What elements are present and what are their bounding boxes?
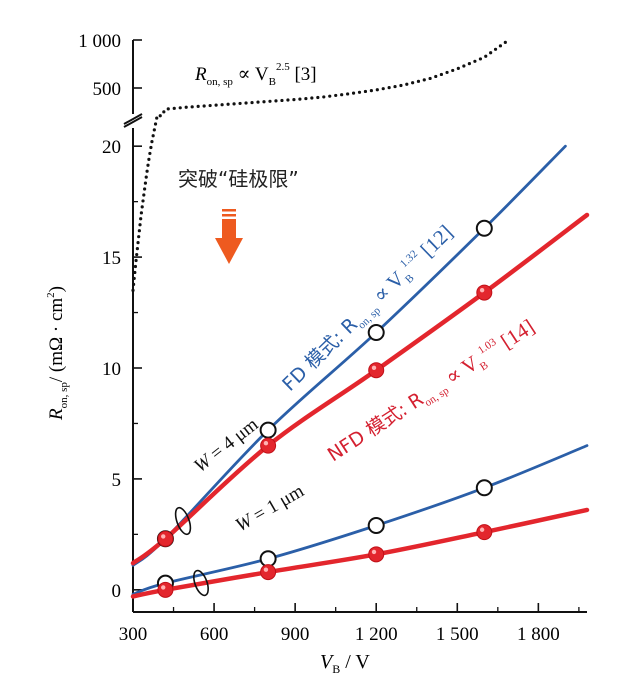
x-tick-label: 1 500 xyxy=(436,624,479,645)
y-tick-label: 15 xyxy=(102,248,121,269)
fd-annotation: FD 模式: Ron, sp ∝ VB1.32 [12] xyxy=(277,220,460,398)
filled-marker xyxy=(260,564,277,581)
open-marker xyxy=(367,516,385,534)
open-marker xyxy=(367,324,385,342)
down-arrow-icon xyxy=(215,209,243,264)
silicon-limit-label: Ron, sp ∝ VB2.5 [3] xyxy=(194,61,317,88)
y-tick-label: 0 xyxy=(112,581,122,602)
axes xyxy=(123,40,587,613)
marker-highlight xyxy=(479,287,485,293)
series-line-2 xyxy=(130,212,590,566)
marker-highlight xyxy=(479,527,485,532)
filled-marker xyxy=(476,284,493,301)
x-tick-label: 1 800 xyxy=(517,624,560,645)
marker-highlight xyxy=(371,365,377,371)
open-marker xyxy=(475,219,493,237)
x-tick-label: 900 xyxy=(281,624,310,645)
marker-highlight xyxy=(263,567,269,572)
silicon-limit-dotted-line xyxy=(131,38,511,292)
x-tick-label: 1 200 xyxy=(355,624,398,645)
filled-marker xyxy=(260,437,277,454)
series-layer xyxy=(130,144,590,599)
marker-highlight xyxy=(161,534,166,539)
series-line-4 xyxy=(130,507,590,599)
marker-highlight xyxy=(161,585,166,590)
y-axis-label: Ron, sp/ (mΩ · cm2) xyxy=(45,286,70,421)
open-marker xyxy=(259,550,277,568)
open-marker xyxy=(259,421,277,439)
nfd-annotation: NFD 模式: Ron, sp ∝ VB1.03 [14] xyxy=(323,314,541,468)
marker-highlight xyxy=(371,549,377,555)
width-1um-label: W = 1 μm xyxy=(232,480,308,536)
x-tick-label: 300 xyxy=(119,624,148,645)
breakthrough-label: 突破“硅极限” xyxy=(178,167,299,191)
group-ellipse-w4 xyxy=(174,506,192,536)
y-tick-label: 10 xyxy=(102,359,121,380)
y-tick-label: 5 xyxy=(112,470,122,491)
filled-marker xyxy=(368,546,385,563)
series-line-1 xyxy=(131,144,567,567)
marker-highlight xyxy=(263,441,269,446)
filled-marker xyxy=(476,524,493,541)
tick-marks: 300 600 900 1 200 1 500 1 800 0 5 10 15 20 500 1 000 xyxy=(78,31,580,645)
filled-marker xyxy=(157,581,174,598)
x-tick-label: 600 xyxy=(200,624,229,645)
axis-break-mark xyxy=(123,113,143,125)
open-marker xyxy=(475,479,493,497)
markers-layer xyxy=(156,219,493,598)
silicon-limit-curve xyxy=(131,38,511,292)
y-tick-label: 20 xyxy=(102,137,121,158)
filled-marker xyxy=(157,530,174,547)
y-tick-label-upper: 1 000 xyxy=(78,31,121,52)
axis-break-mark xyxy=(123,116,143,128)
x-axis-label: VB / V xyxy=(320,651,370,676)
filled-marker xyxy=(368,362,385,379)
group-ellipse-w1 xyxy=(193,569,209,597)
y-tick-label-upper: 500 xyxy=(93,79,122,100)
